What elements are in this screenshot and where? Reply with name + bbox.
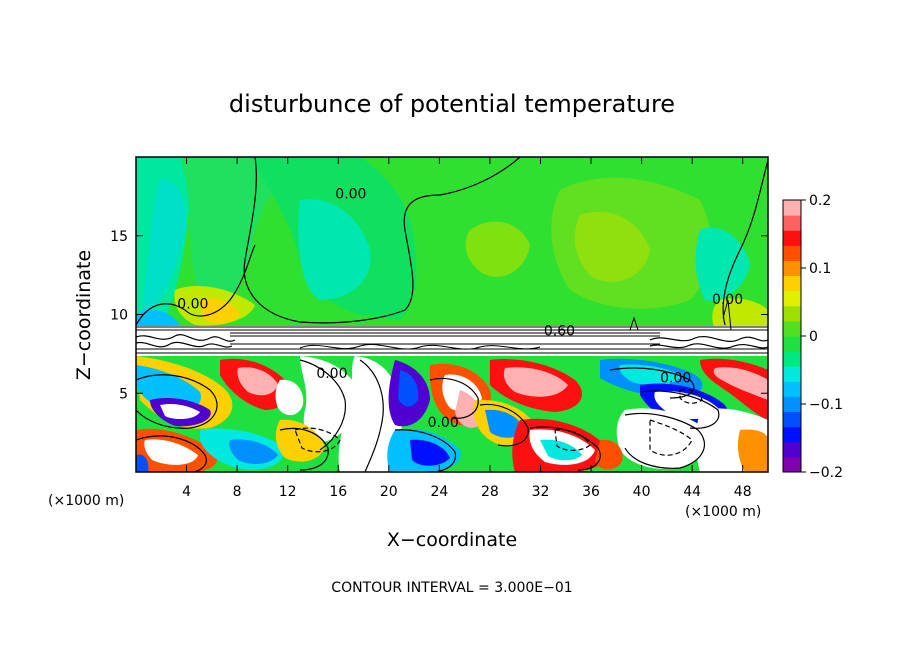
colorbar-tick-label: 0.1 [809, 261, 831, 277]
x-tick-label: 8 [233, 484, 242, 500]
colorbar-ticks: 0.2 0.1 0 −0.1 −0.2 [801, 193, 843, 481]
colorbar-swatch [783, 215, 801, 231]
x-tick-label: 24 [430, 484, 448, 500]
contour-label: 0.00 [177, 297, 208, 313]
colorbar-swatch [783, 245, 801, 261]
contour-label: 0.00 [335, 186, 366, 202]
y-axis: 5 10 15 [110, 229, 768, 402]
colorbar-swatch [783, 260, 801, 277]
contour-label: 0.00 [660, 371, 691, 387]
lower-layer-field [136, 356, 768, 472]
x-tick-label: 4 [182, 484, 191, 500]
colorbar-swatch [783, 441, 801, 458]
x-tick-label: 12 [279, 484, 297, 500]
plot-area [136, 157, 768, 472]
colorbar-swatch [783, 426, 801, 443]
y-tick-label: 10 [110, 308, 128, 324]
contour-label: 0.00 [428, 415, 459, 431]
contour-lines [136, 157, 768, 472]
colorbar-swatch [783, 290, 801, 307]
colorbar-swatch [783, 351, 801, 367]
x-tick-label: 32 [532, 484, 550, 500]
colorbar-tick-label: −0.2 [809, 465, 843, 481]
colorbar-tick-label: 0 [809, 329, 818, 345]
x-tick-label: 44 [683, 484, 701, 500]
x-tick-label: 16 [329, 484, 347, 500]
x-unit-right: (×1000 m) [685, 504, 761, 520]
contour-label: 0.00 [316, 366, 347, 382]
colorbar-swatch [783, 456, 801, 473]
colorbar-swatch [783, 336, 801, 352]
x-tick-label: 28 [481, 484, 499, 500]
colorbar-swatch [783, 320, 801, 337]
contour-label: 0.00 [712, 292, 743, 308]
x-unit-left: (×1000 m) [48, 493, 124, 509]
colorbar-tick-label: 0.2 [809, 193, 831, 209]
x-axis: 4 8 12 16 20 24 28 32 36 40 44 48 [182, 157, 752, 500]
colorbar-swatch [783, 200, 801, 216]
x-tick-label: 20 [380, 484, 398, 500]
colorbar-swatch [783, 305, 801, 322]
colorbar-tick-label: −0.1 [809, 397, 843, 413]
chart-title: disturbunce of potential temperature [229, 90, 675, 118]
y-tick-label: 5 [119, 386, 128, 402]
colorbar-swatch [783, 381, 801, 397]
colorbar-swatch [783, 275, 801, 292]
inversion-band [136, 326, 768, 356]
colorbar-swatch [783, 230, 801, 246]
colorbar-swatch [783, 396, 801, 413]
x-tick-label: 48 [734, 484, 752, 500]
x-tick-label: 40 [633, 484, 651, 500]
colorbar-swatch [783, 366, 801, 382]
upper-layer-field [136, 157, 768, 330]
contour-label: 0.60 [544, 323, 575, 339]
x-tick-label: 36 [582, 484, 600, 500]
x-axis-label: X−coordinate [387, 529, 517, 551]
contour-labels: 0.00 0.00 0.00 0.60 0.00 0.00 0.00 [177, 186, 743, 431]
contour-interval-note: CONTOUR INTERVAL = 3.000E−01 [331, 580, 572, 596]
colorbar [782, 199, 802, 473]
y-tick-label: 15 [110, 229, 128, 245]
colorbar-swatch [783, 411, 801, 428]
y-axis-label: Z−coordinate [73, 250, 95, 380]
